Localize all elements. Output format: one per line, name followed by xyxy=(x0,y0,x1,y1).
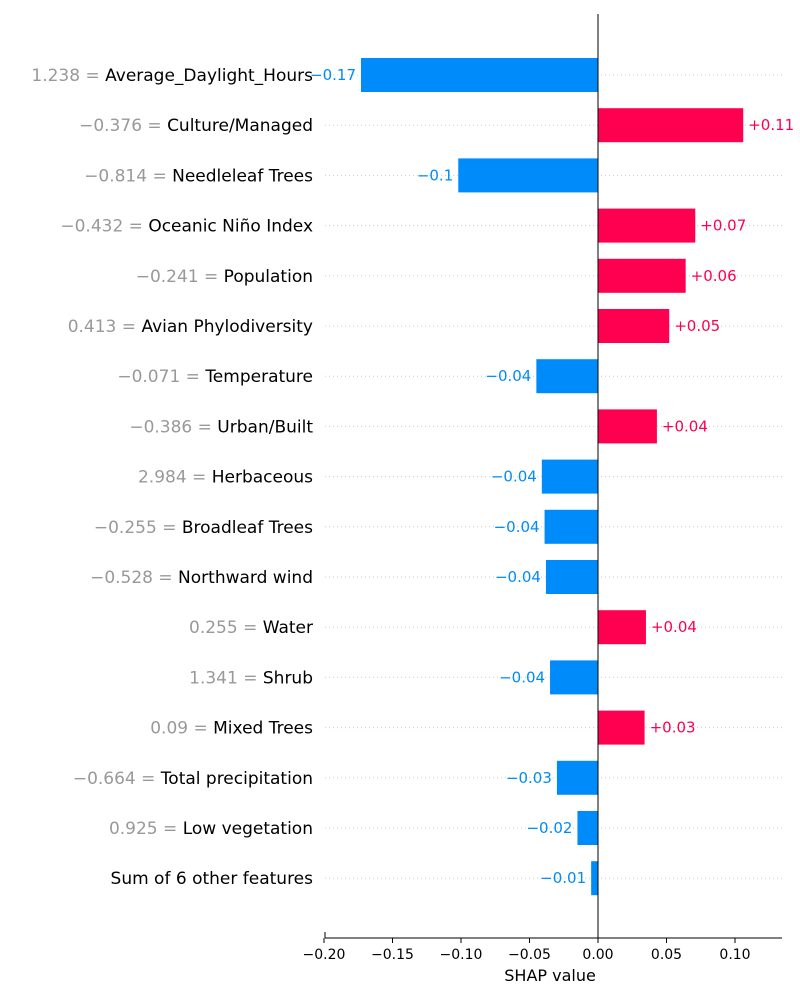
shap-bar xyxy=(556,760,598,795)
feature-label: −0.241 = Population xyxy=(136,267,313,287)
bar-value-label: +0.04 xyxy=(662,417,708,435)
feature-name: Needleleaf Trees xyxy=(172,166,313,186)
feature-name: Avian Phylodiversity xyxy=(141,317,313,337)
bar-value-label: −0.04 xyxy=(494,518,540,536)
feature-labels: 1.238 = Average_Daylight_Hours −0.376 = C… xyxy=(31,66,313,889)
x-axis-label: SHAP value xyxy=(504,966,596,985)
bar-value-label: +0.07 xyxy=(700,217,746,235)
feature-value: −0.241 = xyxy=(136,267,224,287)
feature-name: Mixed Trees xyxy=(213,719,313,739)
shap-bar xyxy=(544,509,598,544)
feature-name: Herbaceous xyxy=(212,468,313,488)
bar-value-label: −0.02 xyxy=(526,819,572,837)
feature-label: 1.341 = Shrub xyxy=(189,668,313,688)
feature-label: 0.09 = Mixed Trees xyxy=(150,719,313,739)
feature-name: Average_Daylight_Hours xyxy=(105,66,313,86)
bar-value-label: +0.11 xyxy=(748,116,794,134)
feature-value: −0.071 = xyxy=(117,367,205,387)
x-tick-label: 0.00 xyxy=(582,947,613,963)
x-tick-label: 0.10 xyxy=(719,947,750,963)
shap-bar xyxy=(598,208,696,243)
feature-label: 0.255 = Water xyxy=(189,618,313,638)
feature-label: −0.071 = Temperature xyxy=(117,367,313,387)
shap-bar xyxy=(536,359,598,394)
bar-value-label: −0.01 xyxy=(540,869,586,887)
feature-name: Temperature xyxy=(204,367,313,387)
shap-bar xyxy=(598,409,657,444)
bar-value-label: −0.04 xyxy=(499,668,545,686)
feature-value: 0.413 = xyxy=(68,317,142,337)
bar-value-label: +0.03 xyxy=(650,719,696,737)
feature-value: 0.255 = xyxy=(189,618,263,638)
shap-bar xyxy=(541,459,598,494)
x-tick-label: −0.20 xyxy=(303,947,346,963)
feature-label: −0.814 = Needleleaf Trees xyxy=(84,166,313,186)
bars: −0.17 +0.11 −0.1 +0.07 +0.06 +0.05 −0.04 +0.04 −… xyxy=(310,58,794,896)
feature-label: −0.664 = Total precipitation xyxy=(73,769,313,789)
shap-bar xyxy=(598,108,744,143)
feature-name: Water xyxy=(263,618,313,638)
bar-value-label: −0.04 xyxy=(495,568,541,586)
shap-bar xyxy=(458,158,598,193)
shap-bar xyxy=(577,811,598,845)
feature-value: 2.984 = xyxy=(138,468,212,488)
feature-name: Culture/Managed xyxy=(167,116,313,136)
shap-bar xyxy=(598,710,645,745)
feature-name: Urban/Built xyxy=(217,417,313,437)
bar-value-label: +0.06 xyxy=(691,267,737,285)
feature-value: −0.376 = xyxy=(79,116,167,136)
shap-bar xyxy=(360,58,598,92)
feature-value: −0.664 = xyxy=(73,769,161,789)
shap-bar xyxy=(545,560,598,594)
feature-label: −0.528 = Northward wind xyxy=(90,568,313,588)
x-tick-label: −0.05 xyxy=(508,947,551,963)
shap-bar xyxy=(598,610,646,645)
feature-value: 0.09 = xyxy=(150,719,213,739)
bar-value-label: −0.1 xyxy=(417,166,453,184)
feature-name: Oceanic Niño Index xyxy=(148,217,313,237)
feature-name: Northward wind xyxy=(178,568,313,588)
bar-value-label: −0.03 xyxy=(506,769,552,787)
feature-label: −0.376 = Culture/Managed xyxy=(79,116,313,136)
x-tick-label: 0.05 xyxy=(651,947,682,963)
feature-label: −0.255 = Broadleaf Trees xyxy=(94,518,313,538)
feature-label: 2.984 = Herbaceous xyxy=(138,468,313,488)
feature-value: 1.238 = xyxy=(31,66,105,86)
feature-label: −0.432 = Oceanic Niño Index xyxy=(60,217,313,237)
feature-value: −0.386 = xyxy=(129,417,217,437)
x-axis: SHAP value −0.20 −0.15 −0.10 −0.05 0.00 0.05 0… xyxy=(303,14,782,985)
shap-bar xyxy=(591,861,598,896)
feature-name: Shrub xyxy=(263,668,313,688)
shap-bar xyxy=(598,258,686,293)
bar-value-label: +0.04 xyxy=(651,618,697,636)
feature-value: −0.432 = xyxy=(60,217,148,237)
feature-value: −0.255 = xyxy=(94,518,182,538)
shap-bar xyxy=(550,660,598,695)
feature-name: Sum of 6 other features xyxy=(111,869,314,889)
feature-label: −0.386 = Urban/Built xyxy=(129,417,313,437)
shap-bar xyxy=(598,309,670,343)
x-tick-label: −0.10 xyxy=(440,947,483,963)
feature-value: 1.341 = xyxy=(189,668,263,688)
feature-name: Broadleaf Trees xyxy=(182,518,313,538)
feature-name: Total precipitation xyxy=(160,769,313,789)
feature-name: Low vegetation xyxy=(183,819,313,839)
feature-label: 0.925 = Low vegetation xyxy=(109,819,313,839)
feature-label: 1.238 = Average_Daylight_Hours xyxy=(31,66,313,86)
bar-value-label: −0.04 xyxy=(485,367,531,385)
feature-label: 0.413 = Avian Phylodiversity xyxy=(68,317,313,337)
bar-value-label: −0.04 xyxy=(491,468,537,486)
x-tick-label: −0.15 xyxy=(371,947,414,963)
bar-value-label: −0.17 xyxy=(310,66,356,84)
feature-name: Population xyxy=(224,267,313,287)
feature-value: −0.814 = xyxy=(84,166,172,186)
feature-value: −0.528 = xyxy=(90,568,178,588)
feature-label: Sum of 6 other features xyxy=(111,869,314,889)
bar-value-label: +0.05 xyxy=(674,317,720,335)
feature-value: 0.925 = xyxy=(109,819,183,839)
